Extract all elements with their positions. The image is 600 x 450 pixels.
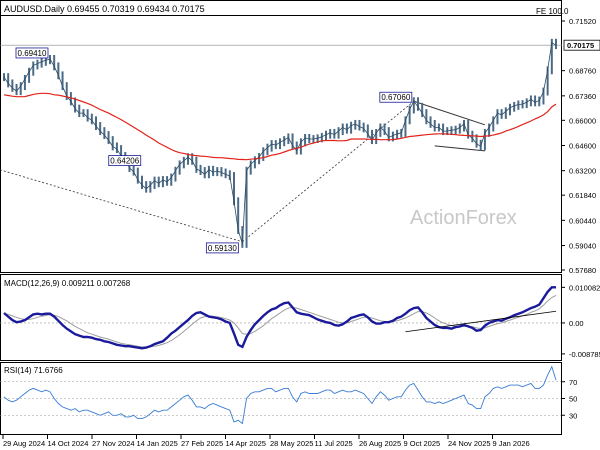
axes: 0.71520 0.68760 0.67360 0.66000 0.64600 0.632… — [2, 17, 600, 448]
price-tick-label: 0.61840 — [569, 191, 596, 200]
macd-signal-line — [3, 294, 557, 348]
macd-plot — [0, 286, 562, 350]
price-tick-label: 0.57680 — [569, 266, 596, 275]
x-tick-label: 27 Nov 2024 — [92, 439, 135, 448]
macd-tick-label: 0.00 — [569, 319, 584, 328]
x-tick-label: 27 Feb 2025 — [181, 439, 223, 448]
x-tick-label: 26 Aug 2025 — [359, 439, 401, 448]
chart-title: AUDUSD.Daily — [4, 4, 65, 14]
x-tick-label: 14 Apr 2025 — [226, 439, 266, 448]
macd-tick-label: -0.008785 — [569, 350, 600, 359]
ohlc-readout: 0.69455 0.70319 0.69434 0.70175 — [67, 4, 205, 14]
dashed-trendline-a — [0, 169, 243, 243]
price-tick-label: 0.71520 — [569, 17, 596, 26]
moving-average-line — [3, 92, 557, 161]
fe-label: FE 100.0 — [536, 7, 569, 16]
price-annotation-label: 0.67060 — [381, 93, 410, 102]
price-annotation-label: 0.69410 — [18, 49, 47, 58]
price-tick-label: 0.64600 — [569, 142, 596, 151]
rsi-title: RSI(14) 71.6766 — [4, 366, 63, 375]
price-tick-label: 0.68760 — [569, 67, 596, 76]
x-tick-label: 11 Jul 2025 — [315, 439, 353, 448]
macd-tick-label: 0.010082 — [569, 283, 600, 292]
x-tick-label: 24 Nov 2025 — [448, 439, 491, 448]
price-annotation-box — [108, 155, 142, 166]
rsi-plot — [0, 365, 562, 425]
x-tick-label: 29 Aug 2024 — [3, 439, 45, 448]
price-tick-label: 0.66000 — [569, 116, 596, 125]
price-annotation-box — [205, 242, 239, 254]
dashed-trendline-b — [242, 100, 415, 243]
price-tick-label: 0.67360 — [569, 92, 596, 101]
price-annotation-box — [15, 47, 49, 59]
price-plot: 0.69410 0.59130 0.67060 0.64206 — [0, 15, 562, 254]
x-tick-label: 9 Oct 2025 — [404, 439, 441, 448]
macd-title: MACD(12,26,9) 0.009211 0.007268 — [4, 279, 131, 288]
wedge-lower-line — [434, 145, 485, 152]
price-panel-frame — [0, 0, 562, 273]
price-annotation-label: 0.64206 — [110, 157, 139, 166]
price-tick-label: 0.63200 — [569, 167, 596, 176]
macd-panel-frame — [0, 274, 562, 361]
chart-title-row: AUDUSD.Daily 0.69455 0.70319 0.69434 0.7… — [4, 4, 205, 14]
rsi-tick-label: 50 — [569, 395, 577, 404]
price-tick-label: 0.59040 — [569, 242, 596, 251]
rsi-tick-label: 70 — [569, 378, 577, 387]
x-tick-label: 14 Oct 2024 — [48, 439, 89, 448]
current-price-box — [563, 39, 600, 51]
x-tick-label: 28 May 2025 — [270, 439, 313, 448]
price-annotation-box — [379, 91, 413, 103]
macd-trendline — [405, 310, 557, 333]
price-line — [3, 42, 557, 245]
x-tick-label: 9 Jan 2026 — [493, 439, 530, 448]
macd-line — [3, 286, 556, 350]
x-tick-label: 14 Jan 2025 — [137, 439, 178, 448]
current-price-label: 0.70175 — [567, 41, 594, 50]
rsi-line — [3, 365, 557, 425]
watermark: ActionForex — [410, 207, 517, 229]
price-tick-label: 0.60440 — [569, 216, 596, 225]
wedge-upper-line — [413, 100, 486, 126]
price-annotation-label: 0.59130 — [208, 244, 237, 253]
rsi-tick-label: 30 — [569, 411, 577, 420]
